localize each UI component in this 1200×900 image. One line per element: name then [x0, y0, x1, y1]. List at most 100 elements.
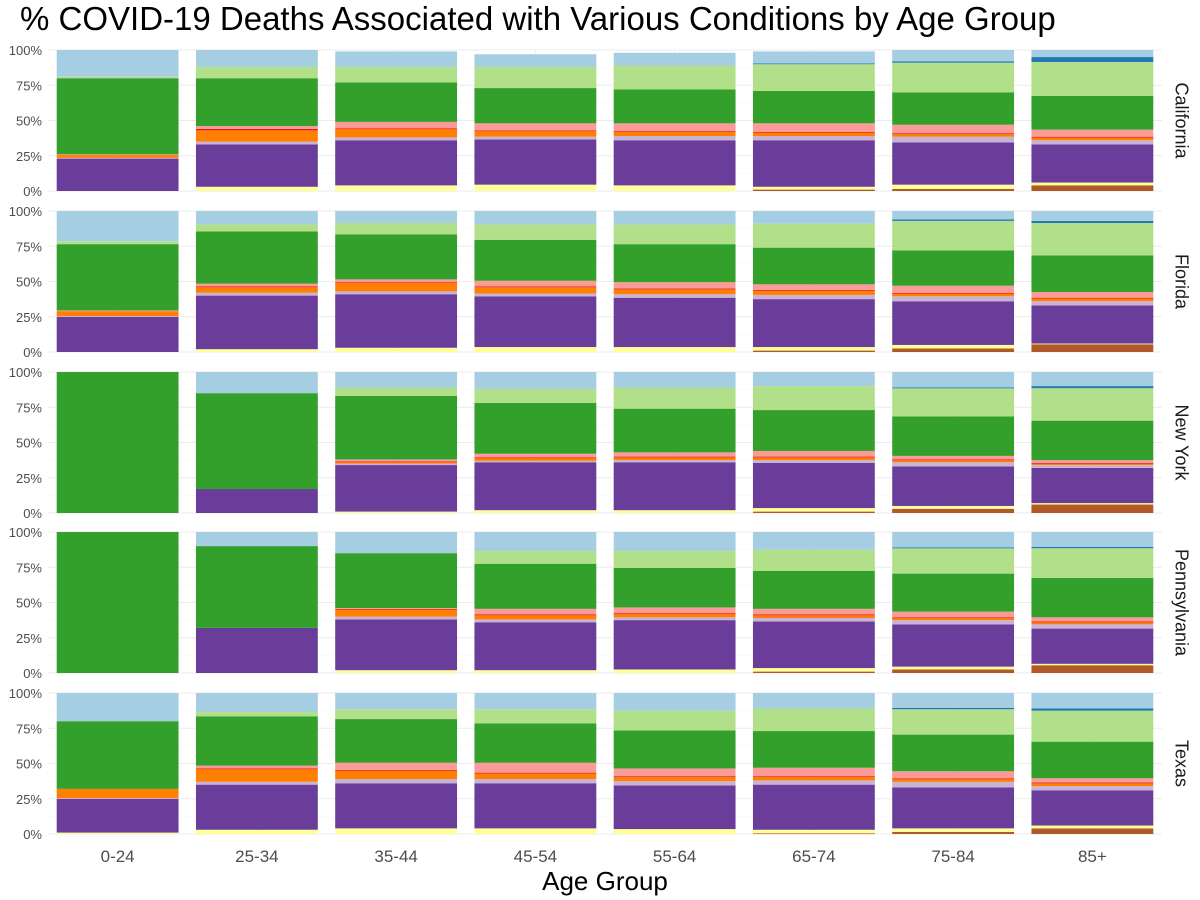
panel-new-york: 0% 25% 50% 75% 100% New York — [9, 365, 1192, 521]
bar-segment-orange — [56, 311, 179, 317]
bar-segment-lavender — [1031, 140, 1154, 145]
bar-segment-light-green — [752, 223, 875, 248]
bar-segment-salmon — [195, 765, 318, 769]
bar-segment-blue — [892, 61, 1015, 63]
bar-segment-light-green — [335, 709, 458, 720]
bar-segment-red — [613, 613, 736, 614]
bar-segment-light-blue — [474, 54, 597, 67]
bar-segment-red — [195, 128, 318, 131]
bar-segment-light-blue — [474, 211, 597, 225]
bar-segment-green — [474, 239, 597, 281]
bar-segment-orange — [752, 776, 875, 781]
bar-segment-brown — [1031, 344, 1154, 352]
bar-segment-green — [195, 546, 318, 628]
bar-segment-light-green — [195, 712, 318, 717]
bar-segment-yellow — [613, 185, 736, 191]
bar-segment-salmon — [474, 280, 597, 287]
bar-segment-red — [335, 282, 458, 284]
bar-segment-lavender — [335, 291, 458, 295]
bar-segment-purple — [1031, 305, 1154, 344]
bar-segment-light-green — [1031, 61, 1154, 96]
bar-segment-light-blue — [335, 211, 458, 223]
bar-segment-light-blue — [1031, 50, 1154, 58]
bar-segment-red — [752, 456, 875, 458]
facet-label: California — [1171, 82, 1191, 159]
bar-segment-purple — [1031, 790, 1154, 826]
bar-segment-orange — [195, 287, 318, 293]
bar-segment-salmon — [56, 310, 179, 312]
bar-segment-lavender — [613, 460, 736, 463]
bar-segment-yellow — [613, 510, 736, 513]
bar-segment-lavender — [335, 779, 458, 784]
x-tick-label: 85+ — [1078, 847, 1107, 866]
bar-segment-light-blue — [335, 51, 458, 67]
bar-segment-lavender — [56, 798, 179, 799]
bar-segment-lavender — [195, 292, 318, 296]
y-tick-label: 75% — [16, 560, 42, 575]
bar-segment-orange — [613, 613, 736, 618]
bar-segment-orange — [195, 769, 318, 782]
y-tick-label: 50% — [16, 757, 42, 772]
bar-segment-orange — [335, 770, 458, 780]
bar-segment-light-blue — [892, 211, 1015, 220]
bar-segment-lavender — [752, 780, 875, 785]
bar-segment-light-green — [335, 387, 458, 396]
bar-segment-yellow — [752, 508, 875, 512]
bar-segment-purple — [1031, 467, 1154, 504]
facet-label: New York — [1171, 404, 1191, 481]
bar-segment-light-blue — [335, 372, 458, 388]
bar-segment-lavender — [613, 294, 736, 298]
bar-segment-purple — [613, 462, 736, 511]
facet-label: Pennsylvania — [1171, 549, 1191, 657]
y-tick-label: 50% — [16, 114, 42, 129]
bar-segment-brown — [752, 833, 875, 835]
bar-segment-salmon — [195, 126, 318, 129]
bar-segment-brown — [892, 669, 1015, 673]
bar-segment-salmon — [892, 285, 1015, 293]
y-tick-label: 100% — [9, 686, 43, 701]
bar-segment-red — [613, 456, 736, 458]
bar-segment-red — [335, 128, 458, 130]
bar-segment-brown — [752, 671, 875, 673]
y-tick-label: 25% — [16, 471, 42, 486]
bar-segment-red — [335, 769, 458, 771]
bar-segment-orange — [474, 287, 597, 294]
bar-segment-light-green — [613, 387, 736, 409]
bar-segment-brown — [1031, 665, 1154, 673]
bar-segment-salmon — [56, 154, 179, 156]
bar-segment-brown — [892, 508, 1015, 513]
bar-segment-light-blue — [752, 51, 875, 64]
bar-segment-red — [474, 772, 597, 774]
bar-segment-salmon — [1031, 292, 1154, 298]
panel-florida: 0% 25% 50% 75% 100% Florida — [9, 204, 1192, 360]
bar-segment-orange — [613, 131, 736, 137]
y-tick-label: 100% — [9, 204, 43, 219]
bar-segment-light-blue — [56, 211, 179, 242]
bar-segment-red — [752, 131, 875, 133]
bar-segment-yellow — [613, 669, 736, 673]
bar-segment-red — [1031, 136, 1154, 138]
bar-segment-yellow — [1031, 503, 1154, 505]
bar-segment-purple — [474, 462, 597, 511]
bar-segment-orange — [892, 293, 1015, 297]
bar-segment-purple — [752, 784, 875, 830]
bar-segment-green — [752, 247, 875, 285]
bar-segment-brown — [752, 189, 875, 191]
bar-segment-light-blue — [195, 693, 318, 713]
bar-segment-light-blue — [195, 211, 318, 225]
bar-segment-light-green — [892, 220, 1015, 251]
bar-segment-yellow — [474, 184, 597, 191]
bar-segment-green — [195, 231, 318, 284]
bar-segment-orange — [1031, 298, 1154, 302]
bar-segment-light-green — [335, 222, 458, 235]
bar-segment-yellow — [892, 184, 1015, 189]
bar-segment-yellow — [335, 347, 458, 352]
x-tick-label: 0-24 — [101, 847, 135, 866]
bar-segment-purple — [474, 296, 597, 348]
bar-segment-green — [1031, 420, 1154, 461]
bar-segment-purple — [892, 301, 1015, 345]
bar-segment-yellow — [613, 347, 736, 352]
bar-segment-light-blue — [474, 693, 597, 710]
bar-segment-lavender — [335, 616, 458, 620]
bar-segment-orange — [892, 133, 1015, 137]
